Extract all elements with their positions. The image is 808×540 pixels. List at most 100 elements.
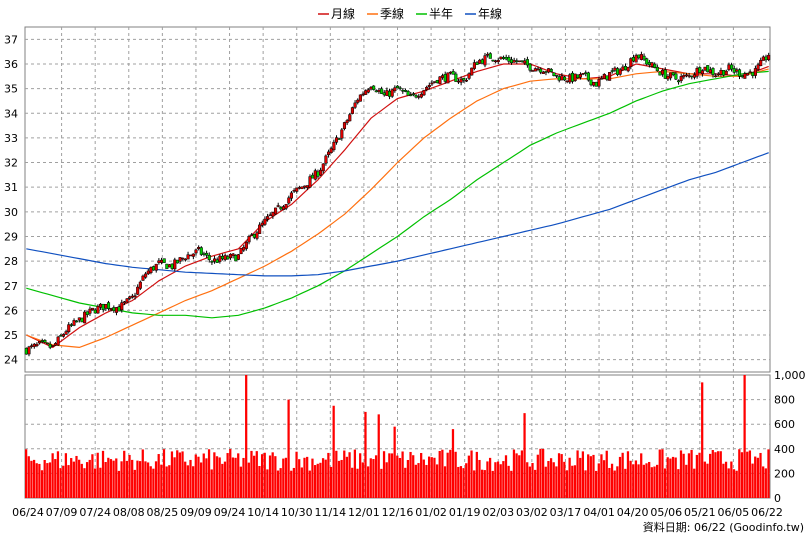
y-tick-label: 24 [4, 354, 18, 367]
candle-body [226, 256, 230, 260]
volume-bar [648, 461, 651, 498]
candle-body [220, 256, 225, 260]
y-tick-label: 34 [4, 107, 18, 120]
volume-bar [96, 452, 99, 498]
candle-body [472, 62, 476, 69]
volume-bar [496, 461, 500, 498]
candle-body [260, 222, 264, 226]
volume-bar [557, 453, 561, 498]
candle-body [144, 273, 148, 278]
candle-body [464, 79, 468, 82]
candle-body [250, 234, 254, 236]
candle-body [616, 68, 620, 75]
volume-bar [735, 470, 738, 498]
volume-bar [645, 463, 648, 498]
volume-bar [449, 449, 452, 498]
volume-bar [189, 459, 192, 498]
volume-y-axis: 0 200 400 600 800 1,000 [774, 369, 806, 505]
volume-bar [152, 468, 155, 498]
candle-body [674, 73, 678, 80]
candle-body [337, 138, 341, 140]
candle-body [271, 212, 275, 217]
candle-body [69, 324, 73, 326]
candle-body [711, 68, 715, 75]
volume-bar [592, 454, 595, 498]
candle-body [266, 216, 270, 220]
volume-bar [626, 451, 630, 498]
volume-bar [719, 451, 722, 498]
volume-bar [128, 454, 131, 498]
candle-body [255, 232, 259, 239]
volume-bar [701, 382, 704, 498]
candle-body [59, 335, 63, 337]
volume-bar [91, 454, 94, 498]
candle-body [695, 68, 699, 77]
candle-body [72, 320, 76, 326]
volume-bar [632, 464, 635, 498]
volume-bar [552, 462, 555, 498]
volume-bar [234, 457, 237, 498]
volume-bar [711, 450, 714, 498]
volume-bar [199, 462, 203, 498]
candle-body [215, 259, 219, 263]
volume-bar [146, 462, 150, 498]
volume-bar [284, 457, 288, 498]
volume-bar [624, 468, 627, 498]
candle-body [332, 141, 336, 151]
y-tick-label: 35 [4, 83, 18, 96]
candle-body [406, 91, 410, 96]
volume-bar [160, 464, 163, 498]
volume-bar [54, 459, 57, 498]
y-tick-label: 29 [4, 230, 18, 243]
candle-body [719, 70, 723, 75]
x-tick-label: 05/06 [650, 506, 682, 519]
candle-body [430, 82, 434, 85]
candle-body [687, 75, 691, 77]
x-tick-label: 07/24 [79, 506, 111, 519]
candle-body [425, 86, 429, 90]
volume-bar [539, 448, 542, 498]
candle-body [613, 67, 617, 71]
volume-bar [674, 457, 677, 498]
volume-bar [93, 468, 97, 498]
candle-body [661, 69, 665, 75]
volume-bar [184, 461, 187, 498]
volume-bar [335, 450, 338, 498]
candlesticks [24, 51, 771, 357]
volume-bar [85, 462, 89, 498]
volume-bar [478, 459, 481, 498]
volume-bar [732, 469, 736, 498]
volume-bar [393, 426, 396, 498]
volume-bar [186, 465, 189, 498]
x-tick-label: 03/02 [516, 506, 548, 519]
candle-body [382, 92, 386, 96]
volume-bar [210, 469, 213, 498]
candle-body [130, 295, 134, 298]
candle-body [732, 68, 736, 73]
candle-body [414, 95, 418, 98]
candle-body [708, 69, 712, 73]
volume-bar [430, 457, 433, 498]
volume-bar [709, 453, 712, 498]
candle-body [663, 69, 667, 79]
candle-body [515, 60, 519, 62]
volume-bar [372, 459, 375, 498]
volume-bar [541, 448, 545, 498]
volume-bar [746, 451, 749, 498]
volume-bar [46, 463, 49, 498]
x-tick-label: 12/16 [382, 506, 414, 519]
volume-bar [173, 457, 176, 498]
candle-body [191, 253, 195, 257]
y-tick-label: 37 [4, 33, 18, 46]
volume-bar [555, 466, 558, 498]
volume-bar [136, 460, 139, 498]
candle-body [533, 68, 537, 72]
volume-bar [359, 453, 362, 498]
volume-bar [759, 452, 762, 498]
candle-body [496, 60, 500, 63]
candle-body [305, 185, 309, 188]
volume-bar [282, 458, 285, 498]
volume-bar [409, 451, 412, 498]
candle-body [528, 63, 532, 71]
candle-body [586, 72, 590, 81]
